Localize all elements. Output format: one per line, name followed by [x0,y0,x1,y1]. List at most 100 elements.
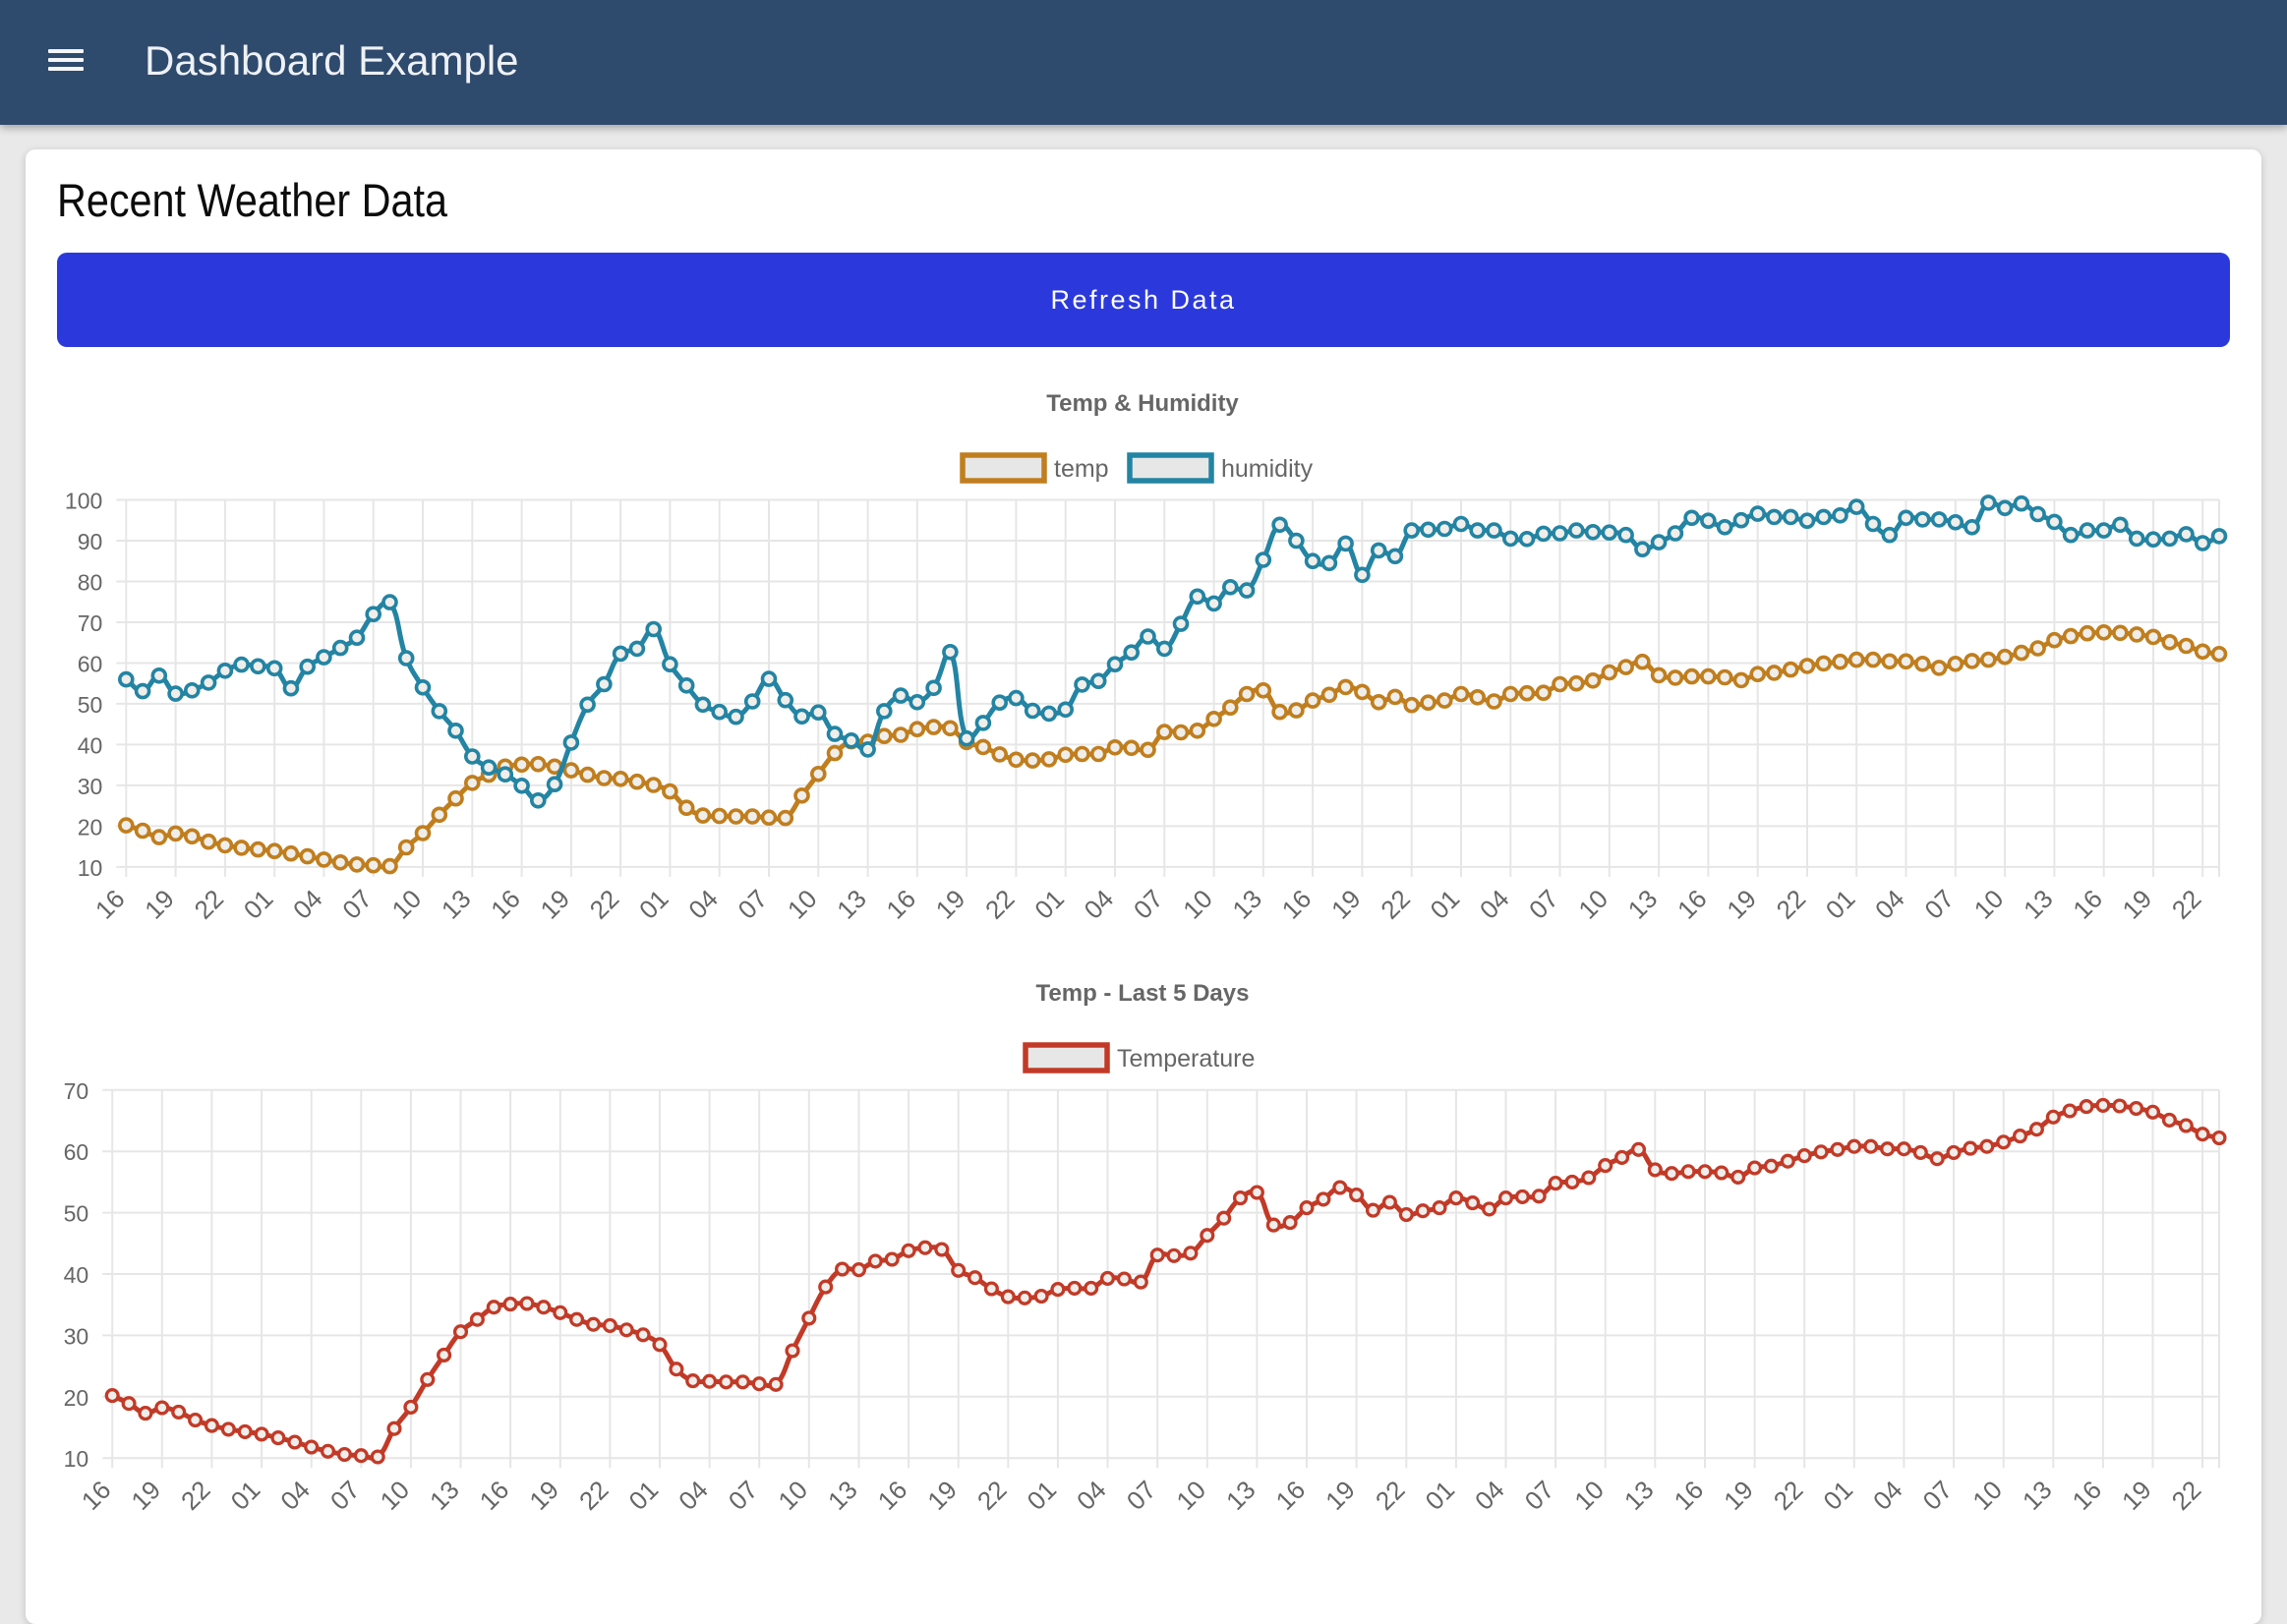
svg-text:07: 07 [324,1475,366,1516]
svg-text:90: 90 [78,529,103,554]
svg-text:Temperature: Temperature [1117,1045,1255,1073]
svg-text:10: 10 [1568,1475,1610,1516]
svg-text:07: 07 [1917,1475,1959,1516]
svg-text:19: 19 [2116,1475,2157,1516]
svg-text:13: 13 [2017,1475,2058,1516]
svg-text:10: 10 [386,884,428,925]
svg-text:13: 13 [1618,1475,1660,1516]
svg-text:04: 04 [673,1475,714,1516]
svg-text:22: 22 [2166,884,2207,925]
svg-text:01: 01 [1021,1475,1062,1516]
svg-text:Temp - Last 5 Days: Temp - Last 5 Days [1036,980,1250,1007]
svg-text:07: 07 [1523,884,1564,925]
svg-text:04: 04 [1469,1475,1510,1516]
svg-text:07: 07 [336,884,378,925]
svg-text:22: 22 [1771,884,1812,925]
svg-text:04: 04 [1869,884,1910,925]
svg-text:04: 04 [287,884,328,925]
svg-text:40: 40 [64,1262,89,1288]
svg-text:01: 01 [633,884,674,925]
svg-text:04: 04 [1474,884,1515,925]
svg-text:04: 04 [682,884,724,925]
svg-text:10: 10 [772,1475,813,1516]
svg-text:20: 20 [78,814,103,840]
svg-text:04: 04 [1071,1475,1112,1516]
svg-text:22: 22 [971,1475,1013,1516]
svg-text:50: 50 [64,1201,89,1227]
svg-text:19: 19 [930,884,971,925]
svg-text:16: 16 [89,884,131,925]
svg-text:100: 100 [65,489,102,514]
svg-text:22: 22 [1768,1475,1809,1516]
svg-text:16: 16 [474,1475,515,1516]
svg-text:16: 16 [485,884,526,925]
svg-text:19: 19 [523,1475,564,1516]
svg-text:30: 30 [78,774,103,799]
svg-text:10: 10 [782,884,823,925]
svg-text:22: 22 [584,884,625,925]
svg-text:22: 22 [175,1475,216,1516]
svg-text:19: 19 [1319,1475,1361,1516]
svg-text:10: 10 [1572,884,1613,925]
svg-text:04: 04 [274,1475,316,1516]
svg-text:30: 30 [64,1323,89,1349]
svg-text:10: 10 [64,1446,89,1472]
svg-text:22: 22 [1370,1475,1411,1516]
svg-text:07: 07 [723,1475,764,1516]
svg-text:22: 22 [2166,1475,2207,1516]
svg-text:19: 19 [139,884,180,925]
svg-text:16: 16 [2067,884,2108,925]
svg-text:16: 16 [872,1475,913,1516]
svg-text:16: 16 [2066,1475,2107,1516]
svg-text:60: 60 [64,1139,89,1165]
svg-text:01: 01 [1820,884,1861,925]
svg-text:10: 10 [374,1475,415,1516]
svg-text:22: 22 [979,884,1021,925]
svg-text:humidity: humidity [1221,455,1314,483]
svg-text:40: 40 [78,732,103,758]
svg-text:19: 19 [1721,884,1762,925]
svg-text:01: 01 [225,1475,266,1516]
svg-text:80: 80 [78,570,103,596]
svg-text:10: 10 [1966,1475,2008,1516]
svg-text:10: 10 [1177,884,1218,925]
svg-text:04: 04 [1079,884,1120,925]
svg-text:70: 70 [64,1078,89,1104]
svg-text:22: 22 [188,884,229,925]
svg-text:16: 16 [880,884,921,925]
svg-text:13: 13 [1622,884,1664,925]
svg-text:07: 07 [1918,884,1960,925]
svg-text:19: 19 [921,1475,963,1516]
svg-text:19: 19 [2117,884,2158,925]
svg-text:Temp & Humidity: Temp & Humidity [1046,390,1239,417]
svg-text:60: 60 [78,652,103,677]
svg-text:16: 16 [1669,1475,1710,1516]
svg-text:01: 01 [1425,884,1466,925]
svg-text:50: 50 [78,692,103,718]
svg-text:19: 19 [1718,1475,1759,1516]
svg-text:16: 16 [1270,1475,1312,1516]
svg-text:07: 07 [1519,1475,1560,1516]
svg-text:70: 70 [78,610,103,636]
svg-text:13: 13 [831,884,872,925]
svg-text:19: 19 [534,884,575,925]
svg-text:01: 01 [238,884,279,925]
svg-text:20: 20 [64,1385,89,1411]
svg-text:13: 13 [424,1475,465,1516]
svg-text:10: 10 [78,855,103,881]
svg-text:01: 01 [1419,1475,1460,1516]
svg-text:19: 19 [1325,884,1367,925]
svg-text:temp: temp [1054,455,1109,483]
svg-text:01: 01 [623,1475,665,1516]
svg-text:13: 13 [2018,884,2059,925]
svg-text:07: 07 [733,884,774,925]
svg-text:22: 22 [1375,884,1416,925]
svg-text:19: 19 [125,1475,166,1516]
svg-text:13: 13 [1220,1475,1261,1516]
svg-text:07: 07 [1128,884,1169,925]
svg-text:16: 16 [76,1475,117,1516]
svg-text:13: 13 [436,884,477,925]
svg-text:01: 01 [1817,1475,1858,1516]
svg-text:10: 10 [1170,1475,1211,1516]
svg-text:13: 13 [1226,884,1267,925]
